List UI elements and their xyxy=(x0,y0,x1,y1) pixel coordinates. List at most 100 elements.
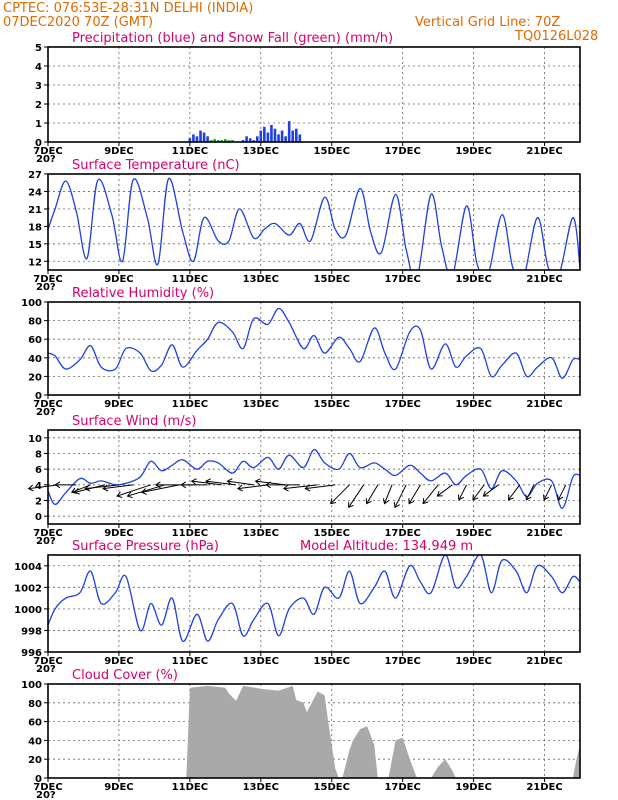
wind-vector-arrow xyxy=(330,484,350,504)
wind-vector-head xyxy=(226,478,233,486)
y-tick-label: 40 xyxy=(28,354,42,365)
panel-rh: 0 20 40 60 80 100 7DEC 9DEC 11DEC 13DEC 15DEC 17DEC… xyxy=(21,286,581,418)
panel-title: Surface Temperature (nC) xyxy=(72,158,240,173)
panel-frame xyxy=(47,173,581,271)
cloud-area xyxy=(186,685,581,778)
y-tick-label: 24 xyxy=(28,187,42,198)
x-tick-label: 17DEC xyxy=(384,399,420,410)
panel-pressure: 996 998 1000 1002 1004 7DEC 9DEC 11DEC 13DEC 15DE… xyxy=(14,539,581,675)
wind-vector-arrow xyxy=(103,484,134,490)
x-year-label: 20? xyxy=(36,536,56,547)
x-tick-label: 13DEC xyxy=(243,146,279,157)
panel-frame xyxy=(47,429,581,525)
wind-vector-arrow xyxy=(85,484,119,490)
x-tick-label: 19DEC xyxy=(455,146,491,157)
wind-vector-head xyxy=(205,478,212,485)
wind-vector-head xyxy=(116,491,123,498)
precip-bar xyxy=(209,140,213,142)
x-tick-label: 11DEC xyxy=(172,528,208,539)
y-tick-label: 1 xyxy=(35,119,42,130)
x-tick-label: 9DEC xyxy=(104,146,133,157)
wind-vector-arrow xyxy=(305,484,336,490)
y-tick-label: 80 xyxy=(28,317,42,328)
x-tick-label: 21DEC xyxy=(526,399,562,410)
y-tick-label: 10 xyxy=(28,434,42,445)
wind-vector-arrow xyxy=(394,484,407,508)
x-tick-label: 17DEC xyxy=(384,528,420,539)
x-tick-label: 21DEC xyxy=(526,146,562,157)
y-tick-label: 0 xyxy=(35,774,42,785)
panel-frame xyxy=(47,554,581,653)
x-year-label: 20? xyxy=(36,282,56,293)
x-tick-label: 19DEC xyxy=(455,528,491,539)
panel-temp: 12 15 18 21 24 27 7DEC 9DEC 11DEC 13DEC 15DEC 17DEC… xyxy=(28,158,581,293)
panel-frame xyxy=(47,301,581,396)
y-tick-label: 21 xyxy=(28,205,42,216)
wind-vector-arrow xyxy=(422,484,439,504)
wind-vector-head xyxy=(457,494,464,501)
y-tick-label: 2 xyxy=(35,497,42,508)
wind-vector-head xyxy=(73,487,80,495)
header-run-time: 07DEC2020 70Z (GMT) xyxy=(3,15,153,30)
precip-bar xyxy=(291,130,295,142)
y-tick-label: 100 xyxy=(21,298,42,309)
y-tick-label: 20 xyxy=(28,755,42,766)
x-tick-label: 9DEC xyxy=(104,782,133,793)
y-tick-label: 1002 xyxy=(14,583,42,594)
x-tick-label: 13DEC xyxy=(243,274,279,285)
wind-vector-head xyxy=(382,498,390,505)
header-model-id: TQ0126L028 xyxy=(514,29,598,44)
wind-vector-head xyxy=(84,484,91,492)
wind-vector-arrow xyxy=(255,480,286,486)
precip-bar xyxy=(216,140,220,142)
y-tick-label: 998 xyxy=(21,626,42,637)
wind-vector-head xyxy=(557,494,564,501)
x-tick-label: 13DEC xyxy=(243,656,279,667)
panel-title: Surface Wind (m/s) xyxy=(72,414,196,429)
x-tick-label: 9DEC xyxy=(104,528,133,539)
panel-title: Surface Pressure (hPa) xyxy=(72,539,219,554)
y-tick-label: 8 xyxy=(35,450,42,461)
x-tick-label: 13DEC xyxy=(243,528,279,539)
wind-vector-arrow xyxy=(408,484,421,504)
x-tick-label: 17DEC xyxy=(384,274,420,285)
precip-bar xyxy=(199,130,202,142)
wind-vector-head xyxy=(126,491,133,499)
wind-vector-head xyxy=(254,478,261,485)
y-tick-label: 3 xyxy=(35,81,42,92)
wind-vector-head xyxy=(393,501,400,509)
panel-title: Cloud Cover (%) xyxy=(72,668,178,683)
y-tick-label: 100 xyxy=(21,680,42,691)
x-tick-label: 9DEC xyxy=(104,274,133,285)
precip-bar xyxy=(241,140,245,142)
x-tick-label: 11DEC xyxy=(172,782,208,793)
x-tick-label: 17DEC xyxy=(384,782,420,793)
wind-vector-arrow xyxy=(116,484,152,497)
series-line-rh xyxy=(48,307,580,379)
y-tick-label: 15 xyxy=(28,240,42,251)
panel-title: Precipitation (blue) and Snow Fall (gree… xyxy=(72,31,393,46)
precip-bar xyxy=(263,126,266,142)
y-tick-label: 20 xyxy=(28,372,42,383)
wind-vector-arrow xyxy=(543,484,553,501)
precip-bar xyxy=(227,140,231,142)
wind-vector-head xyxy=(140,488,147,495)
wind-vector-arrow xyxy=(28,484,59,490)
y-tick-label: 6 xyxy=(35,465,42,476)
panel-frame xyxy=(47,46,581,143)
x-tick-label: 9DEC xyxy=(104,656,133,667)
x-tick-label: 21DEC xyxy=(526,656,562,667)
wind-vector-head xyxy=(154,481,161,489)
x-tick-label: 7DEC xyxy=(33,656,62,667)
precip-bar xyxy=(252,140,256,142)
x-tick-label: 11DEC xyxy=(172,146,208,157)
series-line-temp xyxy=(48,178,580,270)
wind-vector-head xyxy=(436,490,443,497)
wind-vector-arrow xyxy=(472,484,485,501)
wind-vector-head xyxy=(408,498,415,505)
wind-vector-head xyxy=(330,498,337,505)
y-tick-label: 4 xyxy=(35,481,42,492)
precip-bar xyxy=(224,139,227,142)
wind-vector-head xyxy=(102,484,109,492)
